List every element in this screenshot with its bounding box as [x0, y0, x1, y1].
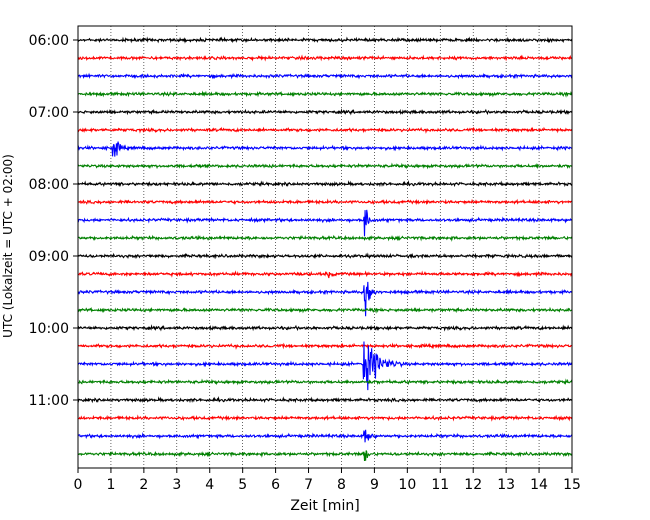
y-axis-title: UTC (Lokalzeit = UTC + 02:00) [1, 154, 15, 338]
x-tick-label: 4 [205, 477, 214, 493]
trace-11:45 [77, 450, 573, 462]
trace-06:45 [77, 90, 573, 98]
x-tick-label: 2 [139, 477, 148, 493]
y-tick-label: 11:00 [29, 393, 69, 409]
trace-10:30 [77, 341, 573, 391]
trace-08:45 [77, 234, 573, 242]
trace-06:15 [77, 54, 573, 62]
trace-10:45 [77, 378, 573, 386]
trace-08:15 [77, 198, 573, 206]
trace-10:00 [77, 324, 573, 332]
x-tick-label: 12 [464, 477, 482, 493]
x-tick-label: 5 [238, 477, 247, 493]
x-tick-label: 11 [431, 477, 449, 493]
trace-07:00 [77, 108, 573, 116]
x-tick-label: 0 [74, 477, 83, 493]
x-tick-label: 8 [337, 477, 346, 493]
x-tick-label: 1 [106, 477, 115, 493]
x-tick-label: 9 [370, 477, 379, 493]
x-tick-label: 10 [398, 477, 416, 493]
trace-10:15 [77, 342, 573, 350]
traces-layer [77, 36, 573, 462]
trace-09:15 [77, 270, 573, 279]
y-tick-label: 08:00 [29, 177, 69, 193]
x-tick-label: 3 [172, 477, 181, 493]
trace-09:45 [77, 306, 573, 314]
trace-07:45 [77, 162, 573, 170]
y-tick-label: 06:00 [29, 33, 69, 49]
trace-08:00 [77, 180, 573, 188]
x-tick-label: 13 [497, 477, 515, 493]
x-tick-label: 14 [530, 477, 548, 493]
plot-frame [77, 25, 573, 469]
trace-06:00 [77, 36, 573, 44]
trace-11:30 [77, 429, 573, 443]
y-tick-label: 10:00 [29, 321, 69, 337]
trace-06:30 [77, 72, 573, 80]
axes-layer: 0 1 2 3 4 5 6 7 8 9 10 11 12 13 14 1506:0007:0008:0009:… [29, 25, 581, 493]
trace-11:15 [77, 414, 573, 422]
trace-07:30 [77, 140, 573, 157]
y-tick-label: 09:00 [29, 249, 69, 265]
x-tick-label: 6 [271, 477, 280, 493]
trace-08:30 [77, 209, 573, 237]
x-axis-title: Zeit [min] [290, 498, 359, 514]
trace-09:00 [77, 252, 573, 260]
x-tick-label: 7 [304, 477, 313, 493]
trace-09:30 [77, 281, 573, 317]
trace-11:00 [77, 396, 573, 404]
y-tick-label: 07:00 [29, 105, 69, 121]
x-tick-label: 15 [563, 477, 581, 493]
trace-07:15 [77, 126, 573, 134]
